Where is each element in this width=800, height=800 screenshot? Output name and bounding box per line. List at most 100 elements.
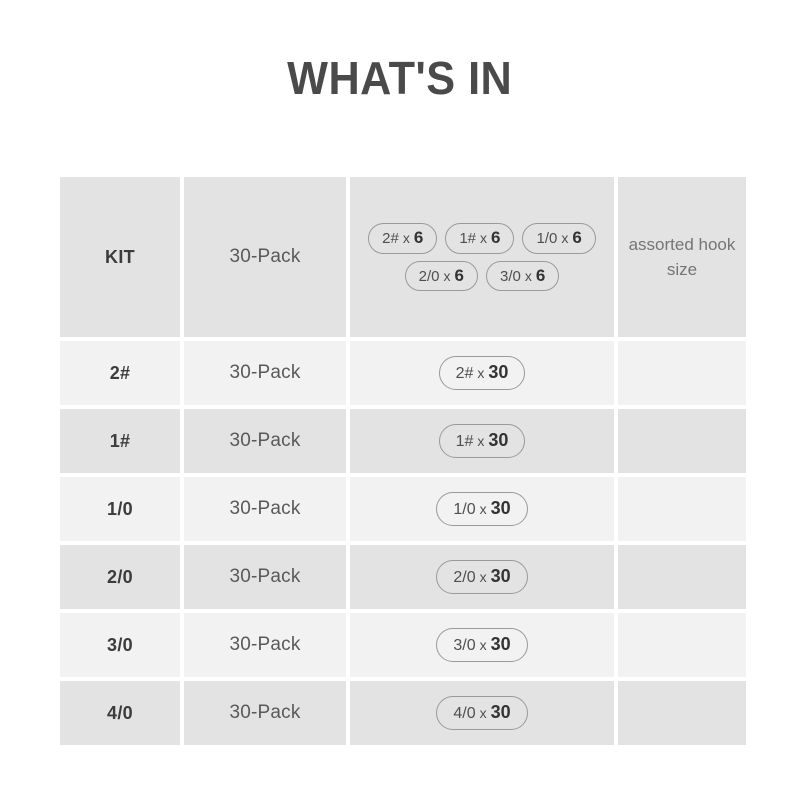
cell-pack: 30-Pack — [184, 681, 346, 745]
pill-size-label: 3/0 — [500, 267, 521, 285]
cell-size: 1# — [60, 409, 180, 473]
table-row: 3/0 30-Pack 3/0 x 30 — [60, 613, 746, 677]
pill-size-label: 1/0 — [536, 229, 558, 247]
pill-group: 4/0 x 30 — [350, 690, 614, 736]
pill-quantity-value: 6 — [535, 265, 546, 285]
cell-note — [618, 477, 746, 541]
pill-size-label: 4/0 — [453, 705, 476, 722]
cell-note — [618, 341, 746, 405]
cell-pack: 30-Pack — [184, 177, 346, 337]
page-title-container: WHAT'S IN — [0, 55, 800, 101]
quantity-pill: 2/0 x 6 — [404, 260, 478, 292]
cell-note — [618, 545, 746, 609]
pill-quantity-value: 30 — [490, 634, 511, 654]
cell-size: 3/0 — [60, 613, 180, 677]
pill-group: 2# x 6 1# x 6 1/0 x 6 2/0 x 6 3/0 x 6 — [350, 217, 614, 298]
pill-multiplier-icon: x — [480, 229, 488, 246]
pill-group: 2# x 30 — [350, 350, 614, 396]
quantity-pill: 4/0 x 30 — [436, 696, 528, 730]
size-label: 2# — [109, 362, 131, 383]
cell-contents: 2# x 30 — [350, 341, 614, 405]
pill-group: 1/0 x 30 — [350, 486, 614, 532]
pill-group: 3/0 x 30 — [350, 622, 614, 668]
quantity-pill: 3/0 x 30 — [436, 628, 528, 662]
cell-size: KIT — [60, 177, 180, 337]
pill-multiplier-icon: x — [402, 229, 410, 246]
pack-label: 30-Pack — [229, 634, 301, 655]
pill-quantity-value: 30 — [488, 362, 509, 382]
pill-quantity-value: 6 — [454, 265, 464, 285]
pill-multiplier-icon: x — [479, 569, 487, 585]
quantity-pill: 2# x 6 — [368, 222, 438, 254]
note-label: assorted hook size — [628, 234, 736, 280]
cell-note: assorted hook size — [618, 177, 746, 337]
size-label: 1# — [109, 430, 131, 451]
pill-multiplier-icon: x — [477, 433, 485, 449]
table-row: 1/0 30-Pack 1/0 x 30 — [60, 477, 746, 541]
cell-size: 1/0 — [60, 477, 180, 541]
pill-size-label: 1# — [459, 229, 477, 247]
cell-pack: 30-Pack — [184, 477, 346, 541]
pill-size-label: 1# — [455, 433, 474, 450]
cell-contents: 2/0 x 30 — [350, 545, 614, 609]
pill-quantity-value: 6 — [572, 227, 582, 247]
pill-size-label: 2/0 — [418, 267, 440, 285]
table-row: 2/0 30-Pack 2/0 x 30 — [60, 545, 746, 609]
size-label: 2/0 — [107, 566, 133, 587]
pack-label: 30-Pack — [229, 430, 301, 451]
pill-quantity-value: 30 — [490, 566, 511, 586]
pack-label: 30-Pack — [229, 566, 301, 587]
quantity-pill: 2# x 30 — [438, 356, 526, 390]
quantity-pill: 1/0 x 30 — [436, 492, 528, 526]
pill-multiplier-icon: x — [443, 267, 451, 284]
size-label: 1/0 — [107, 498, 133, 519]
pill-quantity-value: 30 — [490, 498, 511, 518]
cell-note — [618, 409, 746, 473]
pill-quantity-value: 6 — [413, 227, 424, 247]
cell-contents: 1/0 x 30 — [350, 477, 614, 541]
pill-multiplier-icon: x — [479, 705, 487, 721]
pack-label: 30-Pack — [229, 246, 301, 267]
quantity-pill: 1# x 30 — [438, 424, 526, 458]
cell-pack: 30-Pack — [184, 613, 346, 677]
quantity-pill: 1# x 6 — [445, 222, 515, 254]
size-label: 3/0 — [107, 634, 133, 655]
table-row: 2# 30-Pack 2# x 30 — [60, 341, 746, 405]
pill-multiplier-icon: x — [477, 365, 485, 381]
pill-multiplier-icon: x — [479, 637, 487, 653]
pill-quantity-value: 6 — [491, 227, 501, 247]
pack-label: 30-Pack — [229, 498, 301, 519]
pill-size-label: 2/0 — [453, 569, 476, 586]
cell-contents: 2# x 6 1# x 6 1/0 x 6 2/0 x 6 3/0 x 6 — [350, 177, 614, 337]
pill-size-label: 2# — [382, 229, 399, 247]
cell-contents: 3/0 x 30 — [350, 613, 614, 677]
pill-multiplier-icon: x — [524, 267, 532, 284]
cell-size: 4/0 — [60, 681, 180, 745]
cell-note — [618, 613, 746, 677]
quantity-pill: 1/0 x 6 — [522, 222, 596, 254]
size-label: KIT — [105, 246, 135, 267]
pill-quantity-value: 30 — [488, 430, 509, 450]
size-label: 4/0 — [107, 702, 133, 723]
cell-pack: 30-Pack — [184, 545, 346, 609]
pack-label: 30-Pack — [229, 702, 301, 723]
cell-pack: 30-Pack — [184, 341, 346, 405]
table-row: 4/0 30-Pack 4/0 x 30 — [60, 681, 746, 745]
table-row-kit: KIT 30-Pack 2# x 6 1# x 6 1/0 x 6 2/0 x 6 3/0 x 6 assorte… — [60, 177, 746, 337]
product-contents-table: KIT 30-Pack 2# x 6 1# x 6 1/0 x 6 2/0 x 6 3/0 x 6 assorte… — [60, 177, 746, 745]
pill-size-label: 2# — [455, 365, 474, 382]
pill-group: 2/0 x 30 — [350, 554, 614, 600]
cell-pack: 30-Pack — [184, 409, 346, 473]
quantity-pill: 2/0 x 30 — [436, 560, 528, 594]
quantity-pill: 3/0 x 6 — [486, 260, 560, 292]
pill-size-label: 1/0 — [453, 501, 476, 518]
pill-group: 1# x 30 — [350, 418, 614, 464]
pill-size-label: 3/0 — [453, 637, 476, 654]
page-title: WHAT'S IN — [287, 52, 513, 104]
table-row: 1# 30-Pack 1# x 30 — [60, 409, 746, 473]
pack-label: 30-Pack — [229, 362, 301, 383]
pill-multiplier-icon: x — [561, 229, 569, 246]
cell-size: 2# — [60, 341, 180, 405]
cell-contents: 4/0 x 30 — [350, 681, 614, 745]
